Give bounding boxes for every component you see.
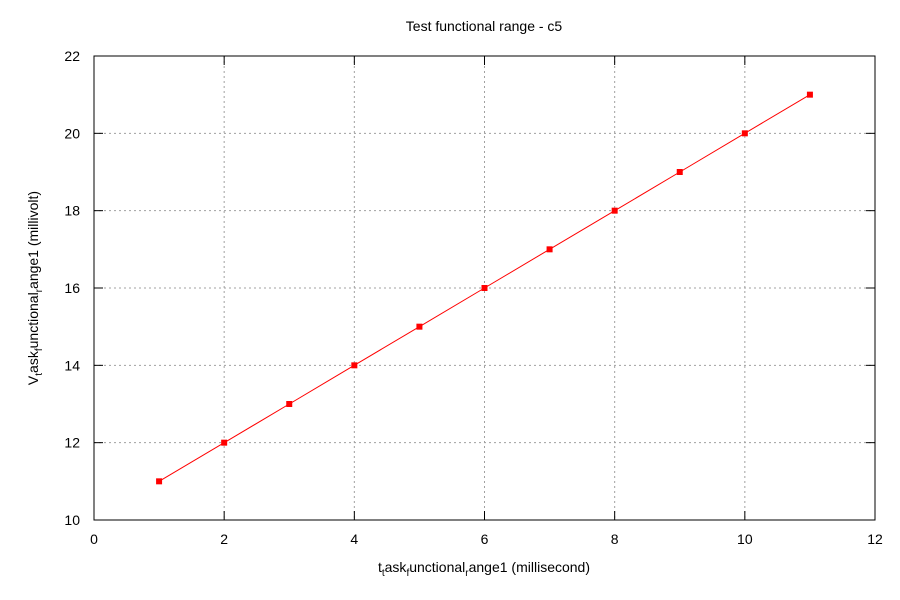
x-tick-label: 6 — [481, 531, 489, 547]
x-tick-label: 4 — [350, 531, 358, 547]
axis-ticks: 0 2 4 6 8 10 12 10 12 14 16 18 20 22 — [64, 48, 883, 547]
data-point — [416, 323, 423, 330]
y-tick-label: 18 — [64, 203, 80, 219]
y-tick-label: 22 — [64, 48, 80, 64]
y-tick-label: 10 — [64, 512, 80, 528]
data-point — [156, 478, 163, 485]
grid-lines — [94, 56, 875, 520]
data-point — [741, 130, 748, 137]
x-tick-label: 12 — [867, 531, 883, 547]
chart-title: Test functional range - c5 — [406, 18, 563, 34]
y-tick-label: 20 — [64, 125, 80, 141]
data-point — [676, 169, 683, 175]
x-tick-label: 2 — [220, 531, 228, 547]
data-point — [221, 439, 228, 446]
x-tick-label: 8 — [611, 531, 619, 547]
x-tick-label: 0 — [90, 531, 98, 547]
data-point — [546, 246, 553, 253]
y-axis-label: Vtaskfunctionalrange1 (millivolt) — [25, 191, 45, 385]
y-tick-label: 12 — [64, 435, 80, 451]
plot-frame — [93, 55, 876, 521]
data-series — [156, 91, 813, 485]
y-tick-label: 16 — [64, 280, 80, 296]
data-point — [351, 362, 358, 369]
data-point — [611, 207, 618, 214]
x-axis-label: ttaskfunctionalrange1 (millisecond) — [378, 559, 590, 579]
x-tick-label: 10 — [737, 531, 753, 547]
data-point — [806, 91, 813, 98]
data-point — [286, 401, 293, 407]
data-point — [481, 285, 488, 291]
y-tick-label: 14 — [64, 357, 80, 373]
